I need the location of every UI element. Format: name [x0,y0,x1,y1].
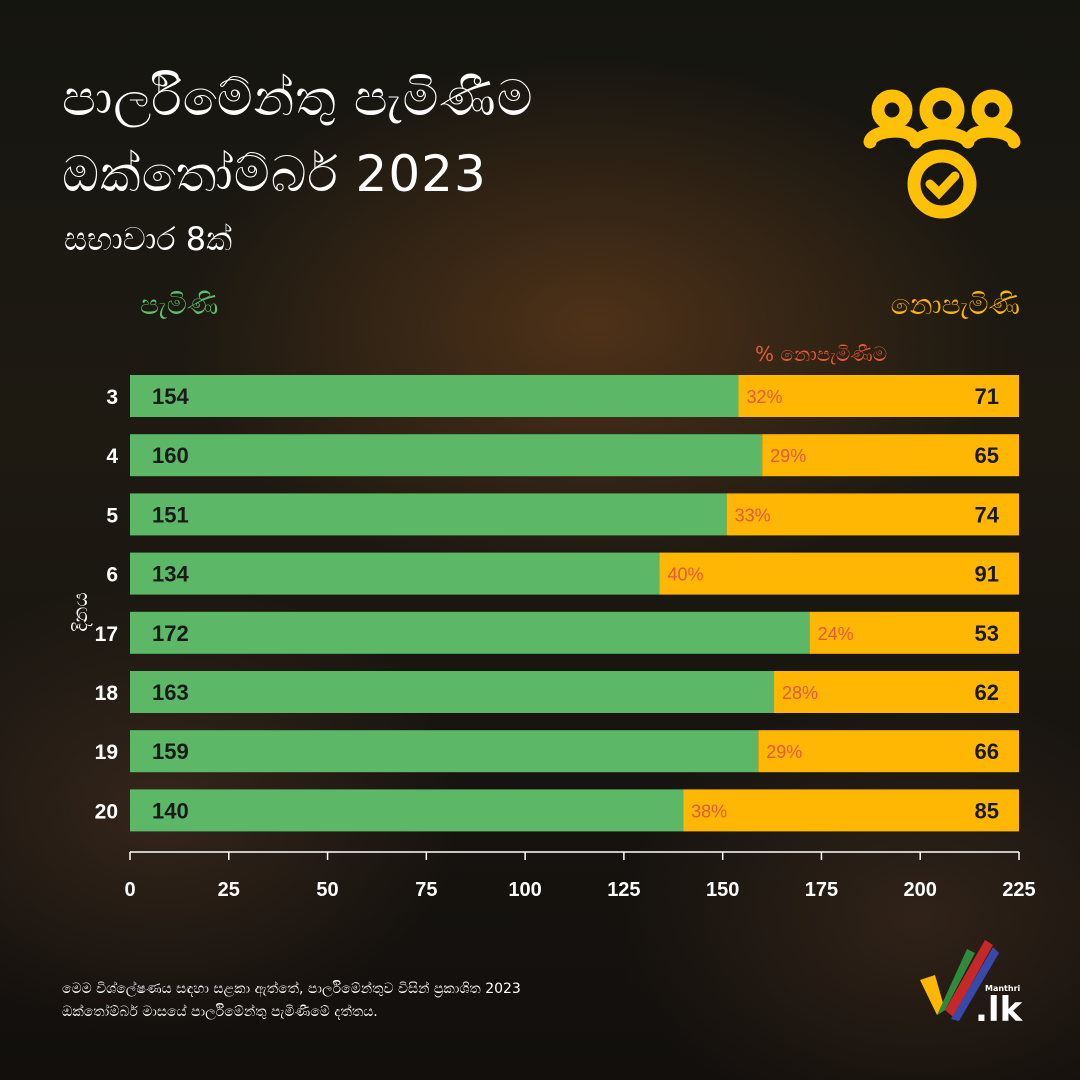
attended-value-label: 151 [152,502,189,527]
x-tick-label: 225 [1002,879,1035,901]
bar-absent-19 [758,730,1019,773]
bar-absent-6 [659,552,1019,595]
people-check-icon [863,87,1021,219]
attended-value-label: 160 [152,443,189,468]
category-label: 20 [95,800,118,823]
x-tick-label: 100 [508,879,541,901]
percent-label: 29% [766,742,802,762]
footnote-line-2: ඔක්තෝම්බර් මාසයේ පාර්ලිමේන්තු පැමිණීමේ ද… [62,1004,378,1020]
bar-attended-17 [130,611,810,654]
category-label: 17 [95,623,118,646]
percent-label: 33% [735,505,771,525]
title-line-1: පාර්ලිමේන්තු පැමිණීම [62,69,534,127]
attended-value-label: 159 [152,739,189,764]
absent-value-label: 71 [975,384,999,409]
absent-value-label: 85 [975,798,999,823]
category-label: 5 [106,504,118,527]
brand-domain: .lk [975,990,1023,1030]
bar-absent-4 [762,434,1019,477]
x-tick-label: 0 [124,879,135,901]
percent-label: 38% [691,801,727,821]
bar-attended-20 [130,789,684,832]
absent-value-label: 62 [975,680,999,705]
attended-value-label: 163 [152,680,189,705]
bar-absent-17 [809,611,1019,654]
brand-name: Manthri [985,984,1021,993]
bar-attended-5 [130,493,727,536]
category-label: 4 [106,445,118,468]
title-line-2: ඔක්තෝම්බර් 2023 [62,145,487,203]
percent-label: 28% [782,683,818,703]
x-tick-label: 150 [706,879,739,901]
absent-value-label: 65 [975,443,999,468]
manthri-logo-icon [920,940,999,1021]
absent-value-label: 91 [975,562,999,587]
x-tick-label: 75 [415,879,437,901]
attended-value-label: 172 [152,621,189,646]
absent-value-label: 74 [975,502,1000,527]
absent-value-label: 53 [975,621,999,646]
x-tick-label: 50 [316,879,338,901]
legend-absent: නොපැමිණි [890,288,1020,321]
absent-value-label: 66 [975,739,999,764]
bar-attended-3 [130,375,739,417]
bar-absent-3 [738,375,1019,417]
bar-attended-18 [130,671,775,713]
attended-value-label: 140 [152,798,189,823]
attended-value-label: 154 [152,384,189,409]
x-tick-label: 25 [218,879,240,901]
footnote: මෙම විශ්ලේෂණය සඳහා සළකා ඇත්තේ, පාර්ලිමේන… [62,978,702,1024]
bar-attended-6 [130,552,660,595]
bar-attended-4 [130,434,763,477]
category-label: 19 [95,741,118,764]
percent-label: 40% [667,565,703,585]
subtitle: සභාවාර 8ක් [64,220,233,258]
legend-attended: පැමිණි [140,288,219,321]
percent-label: 32% [746,387,782,407]
category-label: 3 [106,386,118,409]
x-tick-label: 175 [805,879,838,901]
bar-absent-5 [726,493,1019,536]
percent-label: 24% [818,624,854,644]
attended-value-label: 134 [152,562,189,587]
x-tick-label: 200 [904,879,937,901]
bar-absent-20 [683,789,1019,832]
x-tick-label: 125 [607,879,640,901]
category-label: 6 [106,564,118,587]
bar-attended-19 [130,730,759,773]
footnote-line-1: මෙම විශ්ලේෂණය සඳහා සළකා ඇත්තේ, පාර්ලිමේන… [62,981,521,997]
percent-absent-header: % නොපැමිණීම [755,342,888,366]
percent-label: 29% [770,446,806,466]
page-title: පාර්ලිමේන්තු පැමිණීම ඔක්තෝම්බර් 2023 [62,60,534,212]
category-label: 18 [95,682,119,705]
bar-absent-18 [774,671,1019,713]
